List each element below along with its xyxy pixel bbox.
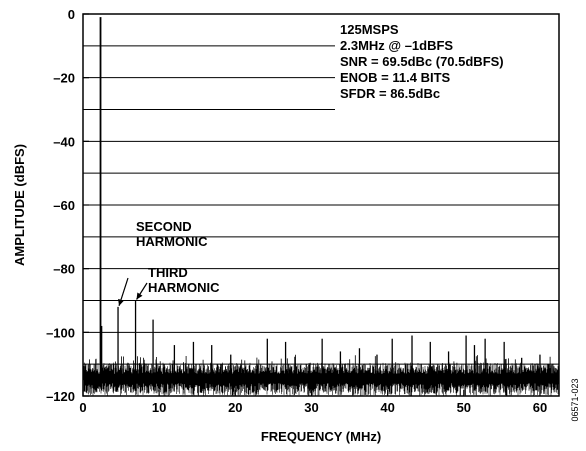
x-tick-label: 60 — [533, 400, 547, 415]
info-line: SFDR = 86.5dBc — [340, 86, 440, 101]
x-tick-label: 40 — [380, 400, 394, 415]
annotation-label: HARMONIC — [148, 280, 220, 295]
info-line: SNR = 69.5dBc (70.5dBFS) — [340, 54, 504, 69]
info-line: 125MSPS — [340, 22, 399, 37]
info-line: 2.3MHz @ –1dBFS — [340, 38, 453, 53]
x-tick-label: 10 — [152, 400, 166, 415]
annotation-arrowhead — [136, 292, 143, 300]
annotation-arrowhead — [118, 298, 124, 306]
x-tick-label: 30 — [304, 400, 318, 415]
x-tick-label: 0 — [79, 400, 86, 415]
y-tick-label: –60 — [53, 198, 75, 213]
y-tick-label: –80 — [53, 262, 75, 277]
y-tick-label: –40 — [53, 134, 75, 149]
x-tick-label: 50 — [457, 400, 471, 415]
figure-id: 06571-023 — [570, 378, 580, 421]
y-tick-label: –20 — [53, 71, 75, 86]
y-tick-label: –100 — [46, 325, 75, 340]
x-axis-title: FREQUENCY (MHz) — [261, 429, 381, 444]
annotation-label: THIRD — [148, 265, 188, 280]
noise-floor — [83, 354, 559, 396]
info-line: ENOB = 11.4 BITS — [340, 70, 451, 85]
annotation-label: SECOND — [136, 219, 192, 234]
spectral-peaks — [99, 17, 541, 387]
grid-lines — [83, 45, 559, 365]
y-tick-label: 0 — [68, 7, 75, 22]
y-axis-title: AMPLITUDE (dBFS) — [12, 144, 27, 266]
noise-trace — [83, 362, 559, 396]
x-tick-label: 20 — [228, 400, 242, 415]
axis-ticks: 0 10 20 30 40 50 60 0 –20 –40 –60 –80 –100 –120 — [46, 7, 547, 415]
y-tick-label: –120 — [46, 389, 75, 404]
annotation-label: HARMONIC — [136, 234, 208, 249]
